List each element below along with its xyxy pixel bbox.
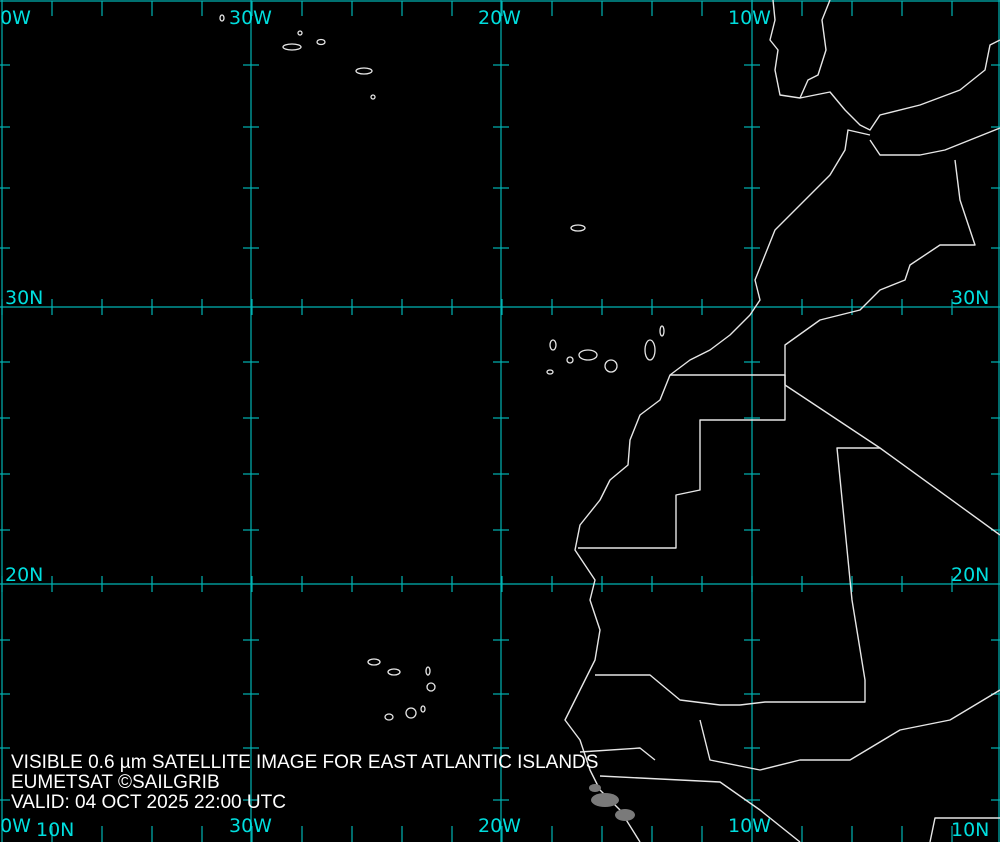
madeira <box>570 224 586 232</box>
morocco-algeria-border <box>784 159 976 385</box>
cape-verde-maio <box>420 705 426 713</box>
azores-sao-miguel <box>355 67 373 75</box>
lon-label-20w-bottom: 20W <box>478 815 521 837</box>
lon-label-40w-top: 40W <box>0 7 31 29</box>
lon-label-40w-bottom: 40W <box>0 815 31 837</box>
lon-label-20w-top: 20W <box>478 7 521 29</box>
lat-label-20n-right: 20N <box>951 564 990 586</box>
image-title: VISIBLE 0.6 µm SATELLITE IMAGE FOR EAST … <box>11 752 599 773</box>
canary-el-hierro <box>546 369 554 375</box>
lon-label-10w-bottom: 10W <box>728 815 771 837</box>
azores-graciosa <box>297 30 303 36</box>
africa-west-coast <box>564 129 871 842</box>
spain-south-coast <box>799 39 1000 131</box>
western-sahara-border <box>578 374 786 549</box>
islands <box>219 14 665 721</box>
lat-label-30n-right: 30N <box>951 287 990 309</box>
cape-verde-santo-antao <box>367 658 381 666</box>
azores-flores <box>219 14 225 22</box>
canary-fuerteventura <box>644 339 656 361</box>
morocco-north-coast <box>869 127 1000 156</box>
cape-verde-sal <box>425 666 431 676</box>
image-credit: EUMETSAT ©SAILGRIB <box>11 772 220 793</box>
lon-label-30w-bottom: 30W <box>229 815 272 837</box>
cape-verde-fogo <box>384 713 394 721</box>
ivory-coast-border <box>929 817 1000 842</box>
senegal-river-border <box>595 674 740 706</box>
mauritania-algeria-border <box>784 384 1000 536</box>
cape-verde-sao-nicolau <box>387 668 401 676</box>
canary-lanzarote <box>659 325 665 337</box>
coastlines <box>564 0 1000 842</box>
mauritania-mali-border <box>739 447 880 706</box>
canary-la-gomera <box>566 356 574 364</box>
canary-gran-canaria <box>604 359 618 373</box>
valid-time: VALID: 04 OCT 2025 22:00 UTC <box>11 792 286 813</box>
lat-label-30n-left: 30N <box>5 287 44 309</box>
cape-verde-santiago <box>405 707 417 719</box>
cape-verde-boa-vista <box>426 682 436 692</box>
lat-label-10n-right: 10N <box>951 819 990 841</box>
lon-label-10w-top: 10W <box>728 7 771 29</box>
mali-guinea-border <box>699 689 1000 771</box>
azores-santa-maria <box>370 94 376 100</box>
canary-tenerife <box>578 349 598 361</box>
senegal-south-border <box>579 747 656 761</box>
lat-label-10n-left: 10N <box>36 819 75 841</box>
iberia-coast <box>769 0 831 99</box>
lon-label-30w-top: 30W <box>229 7 272 29</box>
azores-central <box>282 43 302 51</box>
lat-label-20n-left: 20N <box>5 564 44 586</box>
guinea-border <box>599 775 801 842</box>
azores-terceira <box>316 38 326 46</box>
bijagos-archipelago <box>589 784 635 821</box>
canary-la-palma <box>549 339 557 351</box>
